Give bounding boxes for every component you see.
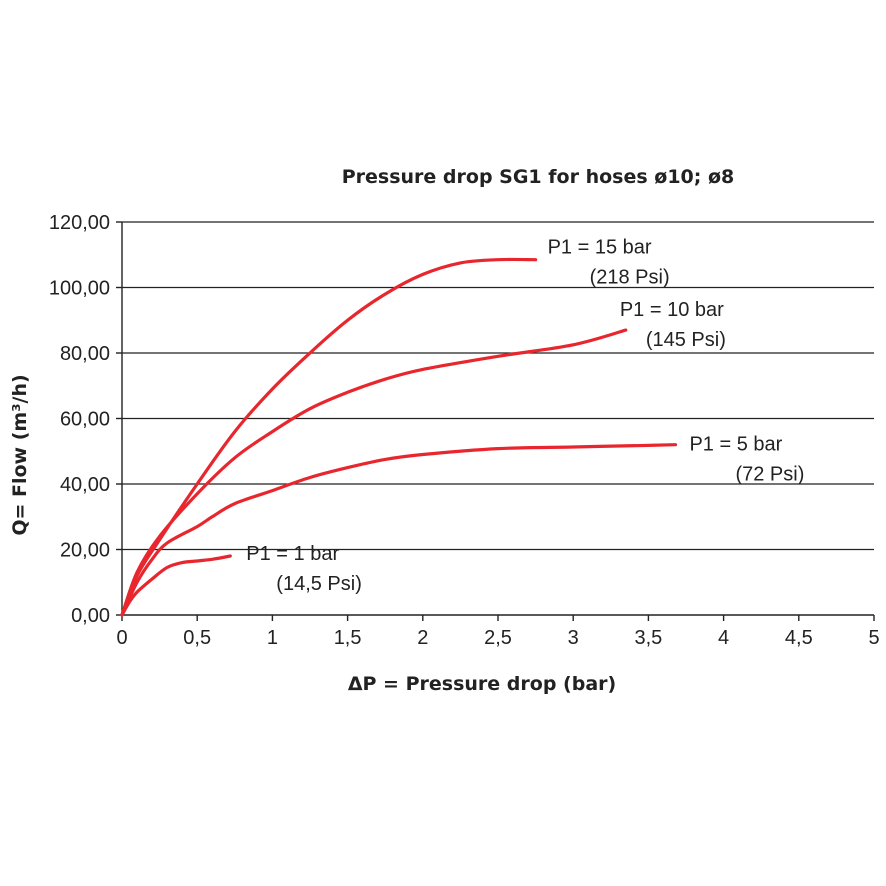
x-tick-label: 4,5: [785, 627, 813, 649]
series-sublabel: (72 Psi): [735, 464, 804, 486]
series-line: [120, 257, 538, 617]
series-line: [120, 443, 678, 617]
series-label: P1 = 10 bar: [620, 299, 724, 321]
y-tick-label: 80,00: [60, 343, 110, 365]
x-tick-label: 2,5: [484, 627, 512, 649]
series-sublabel: (218 Psi): [590, 267, 670, 289]
series-sublabel: (14,5 Psi): [276, 573, 362, 595]
y-tick-label: 60,00: [60, 409, 110, 431]
series-line: [120, 328, 628, 617]
series-label: P1 = 5 bar: [689, 434, 782, 456]
x-tick-label: 0: [116, 627, 127, 649]
y-tick-label: 120,00: [49, 212, 110, 234]
y-tick-label: 20,00: [60, 540, 110, 562]
series-line: [120, 554, 232, 617]
y-tick-label: 100,00: [49, 278, 110, 300]
x-tick-label: 1,5: [334, 627, 362, 649]
x-tick-label: 5: [868, 627, 879, 649]
y-axis-label: Q= Flow (m³/h): [9, 374, 31, 535]
x-tick-label: 4: [718, 627, 729, 649]
x-tick-label: 1: [267, 627, 278, 649]
x-axis-label: ΔP = Pressure drop (bar): [348, 673, 616, 695]
x-tick-label: 0,5: [183, 627, 211, 649]
y-tick-label: 0,00: [71, 605, 110, 627]
x-tick-label: 3: [568, 627, 579, 649]
series-label: P1 = 15 bar: [548, 237, 652, 259]
x-tick-label: 3,5: [634, 627, 662, 649]
series-label: P1 = 1 bar: [246, 543, 339, 565]
x-tick-label: 2: [417, 627, 428, 649]
y-tick-label: 40,00: [60, 474, 110, 496]
series-sublabel: (145 Psi): [646, 329, 726, 351]
chart-title: Pressure drop SG1 for hoses ø10; ø8: [342, 166, 735, 188]
